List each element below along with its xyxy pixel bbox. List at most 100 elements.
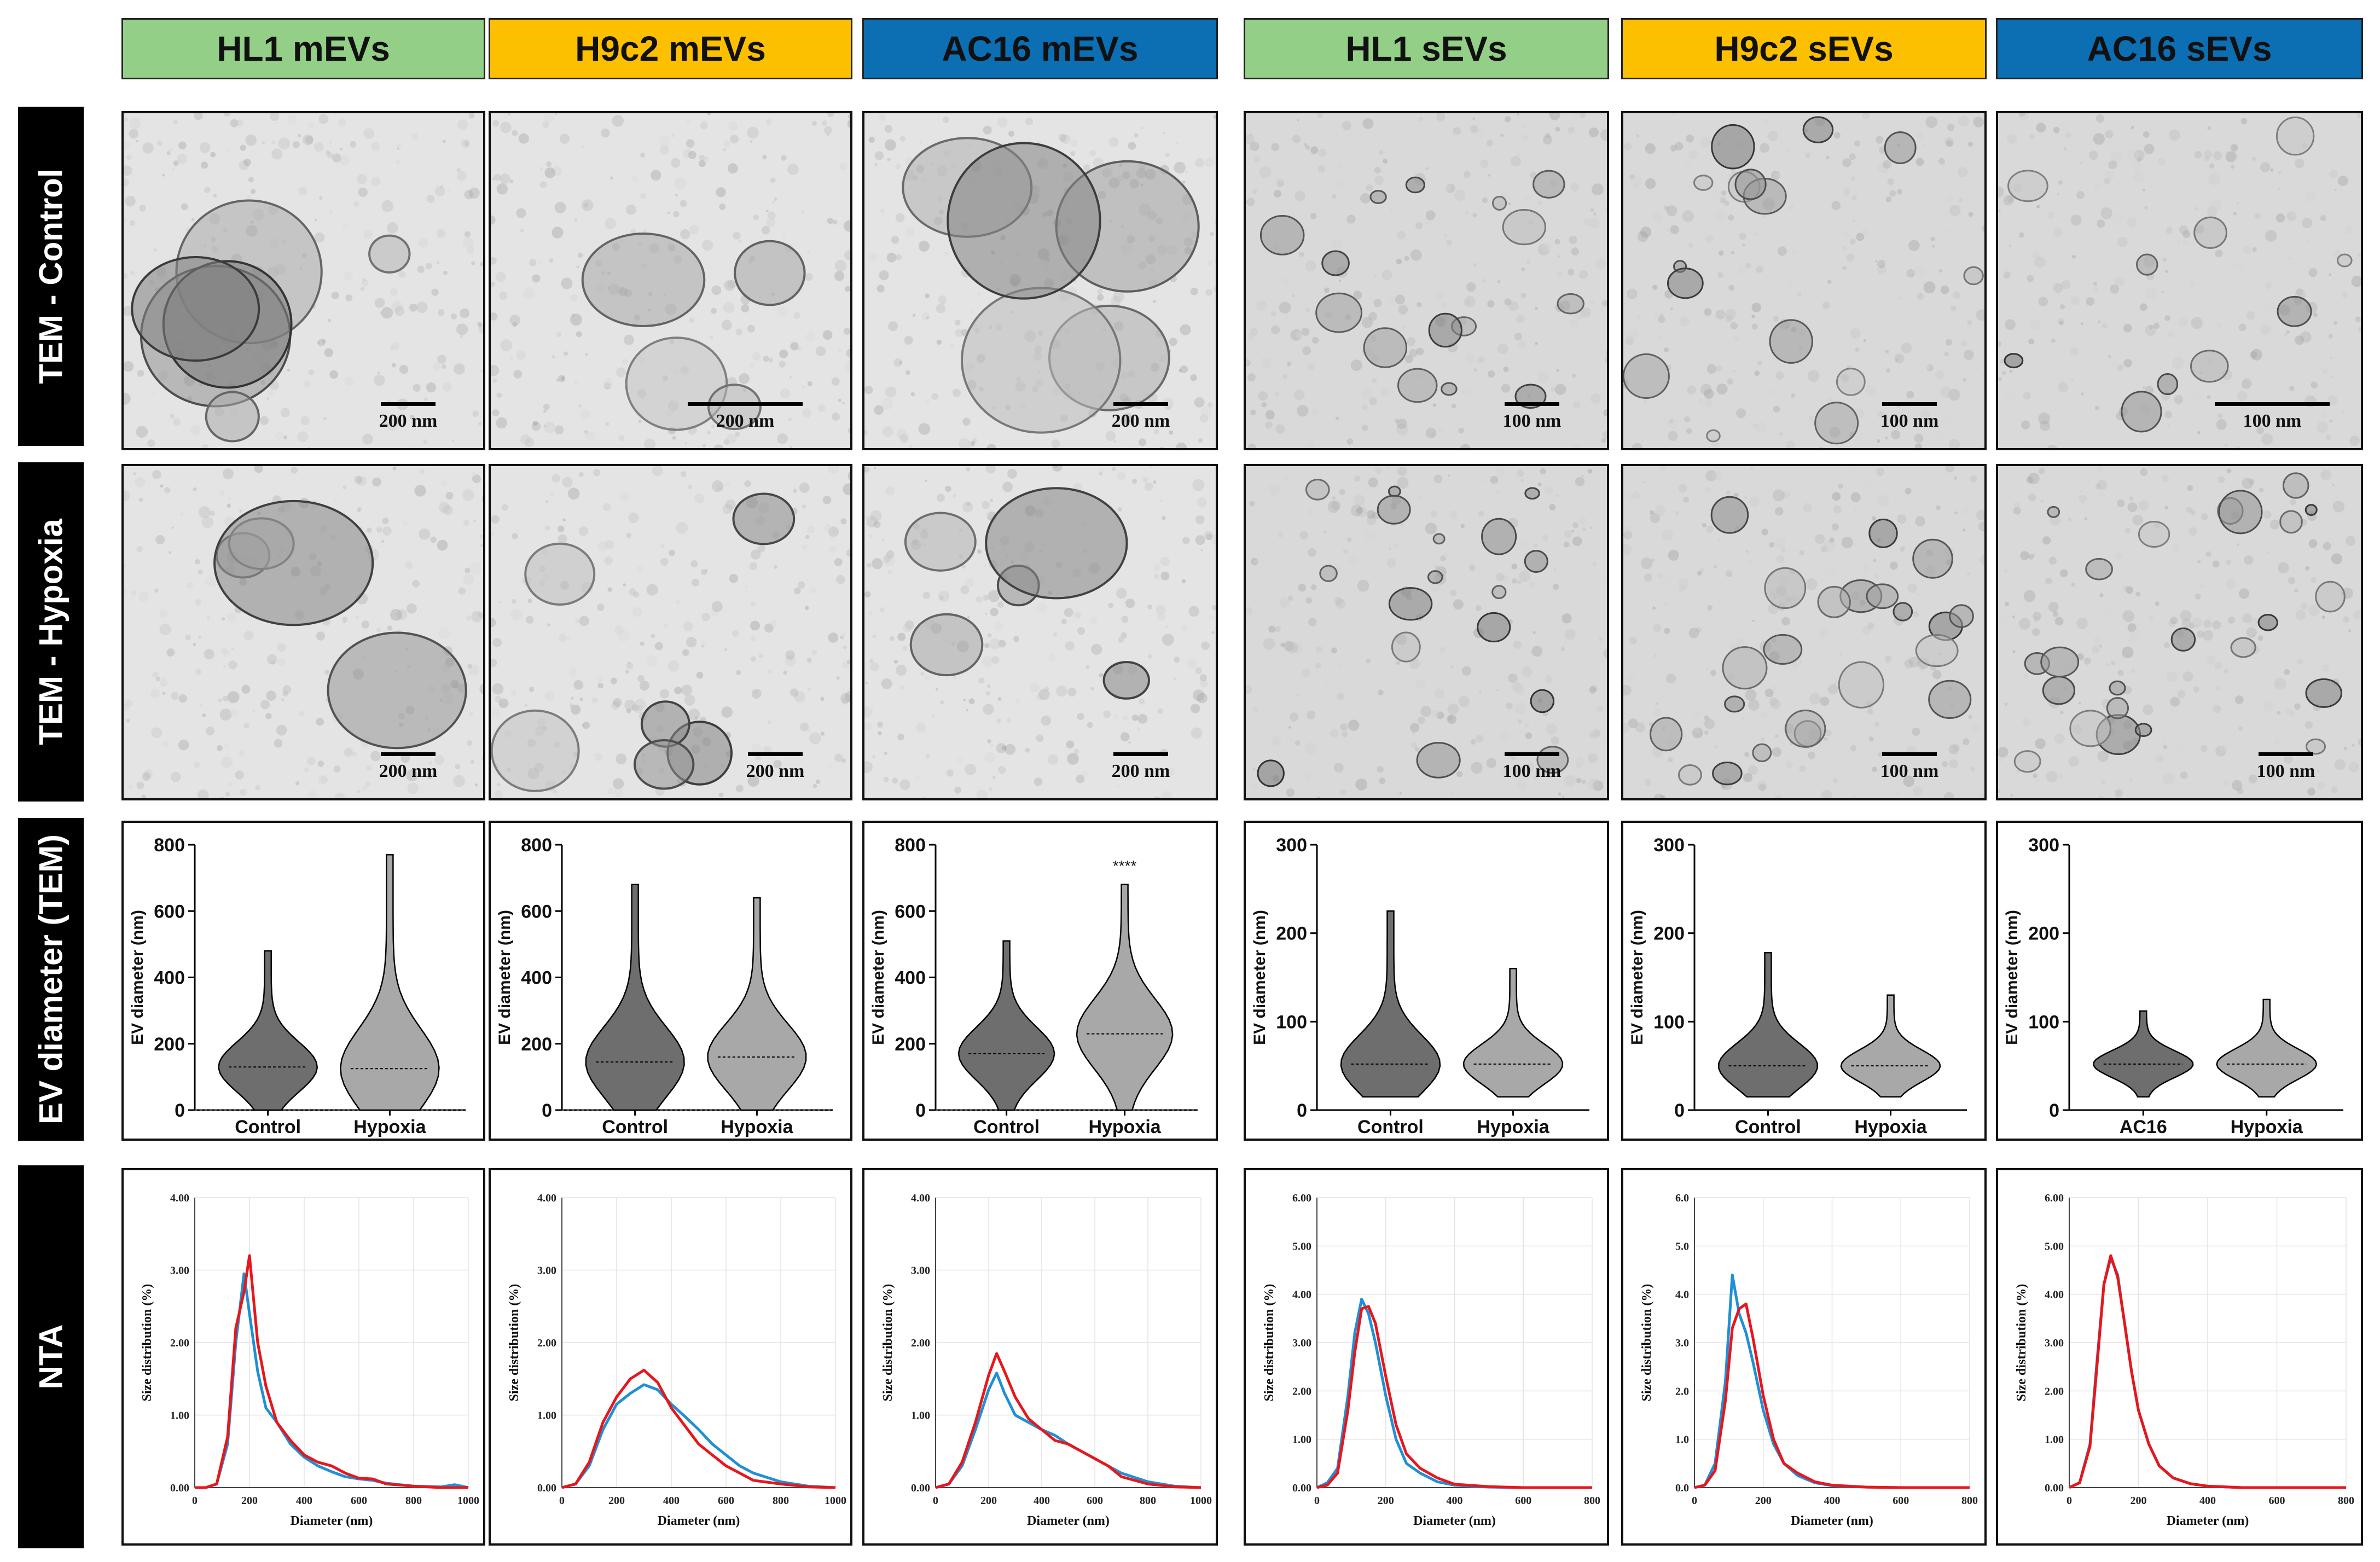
micrograph-image [1998, 466, 2361, 798]
series-line [561, 1368, 836, 1489]
y-tick-label: 1.00 [911, 1410, 930, 1422]
x-axis-label: Diameter (nm) [658, 1514, 740, 1528]
violin-shape [1340, 910, 1441, 1098]
scale-bar-label: 100 nm [1880, 411, 1939, 431]
x-tick-label: 400 [296, 1495, 312, 1507]
x-tick-label: 400 [1447, 1495, 1463, 1507]
violin-shape [1717, 951, 1818, 1098]
x-tick-label: 200 [608, 1495, 625, 1507]
x-category-label: Control [602, 1117, 668, 1137]
y-axis-label: Size distribution (%) [140, 1284, 154, 1402]
scale-bar [1113, 402, 1168, 406]
tem-micrograph: 100 nm [1244, 464, 1609, 800]
y-tick-label: 300 [2028, 835, 2059, 856]
violin-shape [1462, 968, 1564, 1098]
y-tick-label: 200 [895, 1034, 926, 1055]
x-category-label: Hypoxia [353, 1117, 426, 1137]
row-label-box: EV diameter (TEM) [18, 818, 84, 1141]
tem-micrograph: 200 nm [121, 111, 485, 450]
column-header: H9c2 sEVs [1621, 18, 1987, 79]
y-tick-label: 4.00 [2045, 1289, 2064, 1301]
violin-shape [585, 884, 685, 1111]
x-tick-label: 600 [351, 1495, 367, 1507]
x-tick-label: 400 [1824, 1495, 1841, 1507]
scale-bar-label: 100 nm [1502, 411, 1561, 431]
y-axis-label: EV diameter (nm) [129, 910, 147, 1045]
y-tick-label: 2.0 [1675, 1385, 1689, 1397]
micrograph-image [491, 466, 850, 798]
tem-micrograph: 100 nm [1244, 111, 1609, 450]
micrograph-image [1998, 113, 2361, 448]
violin-shape [707, 897, 807, 1111]
y-tick-label: 800 [154, 835, 185, 856]
scale-bar-label: 100 nm [1880, 761, 1939, 781]
x-tick-label: 1000 [1190, 1495, 1212, 1507]
y-tick-label: 0.0 [1675, 1482, 1689, 1494]
scale-bar-label: 100 nm [2256, 761, 2315, 781]
violin-shape [1840, 994, 1941, 1098]
y-tick-label: 3.00 [1292, 1337, 1311, 1349]
x-category-label: Hypoxia [1854, 1117, 1927, 1137]
y-tick-label: 0 [1297, 1100, 1307, 1121]
y-tick-label: 200 [1276, 924, 1307, 944]
row-label-box: NTA [18, 1165, 84, 1548]
x-category-label: Control [1735, 1117, 1801, 1137]
tem-micrograph: 200 nm [489, 464, 852, 800]
y-tick-label: 3.00 [2045, 1337, 2064, 1349]
x-tick-label: 400 [2199, 1495, 2216, 1507]
x-tick-label: 600 [1893, 1495, 1909, 1507]
series-line [1316, 1305, 1592, 1489]
x-tick-label: 600 [1515, 1495, 1531, 1507]
x-tick-label: 800 [405, 1495, 422, 1507]
y-tick-label: 300 [1276, 835, 1307, 856]
series-line [935, 1352, 1201, 1489]
micrograph-image [1246, 466, 1607, 798]
x-tick-label: 400 [663, 1495, 680, 1507]
row-label: EV diameter (TEM) [32, 834, 69, 1125]
nta-chart-panel: 0 200 400 600 800 1000 0.00 1.00 2.00 3.00 4.00 Dia… [489, 1168, 852, 1546]
x-axis-label: Diameter (nm) [291, 1514, 373, 1528]
row-label: NTA [32, 1324, 69, 1390]
y-tick-label: 4.00 [537, 1192, 556, 1204]
x-tick-label: 0 [1692, 1495, 1697, 1507]
x-axis-label: Diameter (nm) [1027, 1514, 1110, 1528]
violin-shape [2216, 998, 2318, 1098]
scale-bar [381, 402, 436, 406]
scale-bar-label: 200 nm [1111, 761, 1170, 781]
y-axis-label: Size distribution (%) [1640, 1284, 1654, 1402]
y-tick-label: 6.00 [2045, 1192, 2064, 1204]
violin-shape [340, 853, 440, 1111]
x-tick-label: 800 [1961, 1495, 1978, 1507]
x-category-label: Control [235, 1117, 301, 1137]
y-axis-label: EV diameter (nm) [2003, 910, 2021, 1045]
x-tick-label: 200 [1755, 1495, 1772, 1507]
x-category-label: Hypoxia [1088, 1117, 1161, 1137]
y-tick-label: 2.00 [2045, 1385, 2064, 1397]
x-tick-label: 1000 [457, 1495, 479, 1507]
y-tick-label: 800 [521, 835, 552, 856]
x-tick-label: 200 [2131, 1495, 2147, 1507]
nta-chart-panel: 0 200 400 600 800 1000 0.00 1.00 2.00 3.00 4.00 Dia… [862, 1168, 1218, 1546]
nta-chart-panel: 0 200 400 600 800 0.00 1.00 2.00 3.00 4.00 5.00 6.0… [1996, 1168, 2363, 1546]
y-axis-label: EV diameter (nm) [496, 910, 514, 1045]
y-tick-label: 5.00 [1292, 1240, 1311, 1252]
micrograph-image [1623, 113, 1984, 448]
tem-micrograph: 100 nm [1621, 464, 1987, 800]
scale-bar-label: 200 nm [379, 411, 438, 431]
tem-micrograph: 100 nm [1996, 464, 2363, 800]
y-tick-label: 2.00 [911, 1337, 930, 1349]
series-line [561, 1383, 836, 1489]
tem-micrograph: 100 nm [1996, 111, 2363, 450]
violin-shape [1076, 884, 1174, 1111]
x-category-label: Control [973, 1117, 1040, 1137]
scale-bar [2215, 402, 2330, 406]
y-tick-label: 200 [1653, 924, 1685, 944]
x-tick-label: 600 [2269, 1495, 2285, 1507]
violin-shape [957, 940, 1055, 1111]
y-tick-label: 0 [915, 1100, 926, 1121]
scale-bar [1505, 752, 1559, 756]
y-axis-label: Size distribution (%) [2015, 1284, 2029, 1402]
y-tick-label: 100 [1276, 1012, 1307, 1032]
micrograph-image [124, 466, 483, 798]
y-tick-label: 6.00 [1292, 1192, 1311, 1204]
